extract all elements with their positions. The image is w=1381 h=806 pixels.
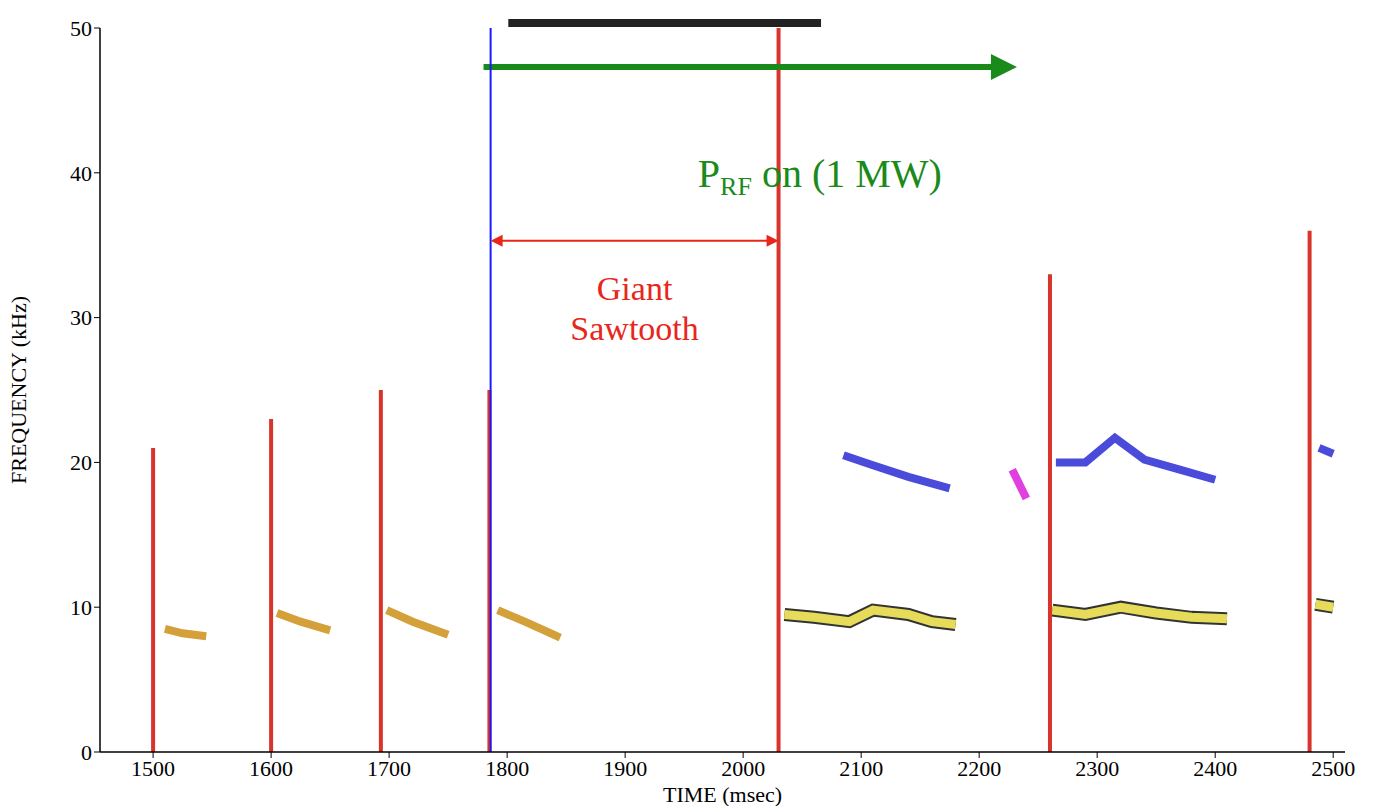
svg-text:GiantSawtooth: GiantSawtooth — [570, 270, 698, 347]
svg-text:2100: 2100 — [839, 756, 883, 781]
svg-text:TIME (msec): TIME (msec) — [663, 782, 782, 806]
svg-text:2000: 2000 — [721, 756, 765, 781]
svg-text:2400: 2400 — [1193, 756, 1237, 781]
svg-text:1500: 1500 — [131, 756, 175, 781]
svg-text:1700: 1700 — [367, 756, 411, 781]
svg-text:PRF on (1 MW): PRF on (1 MW) — [698, 151, 942, 201]
svg-text:2500: 2500 — [1311, 756, 1355, 781]
svg-text:50: 50 — [70, 16, 92, 41]
svg-text:2200: 2200 — [957, 756, 1001, 781]
svg-text:1600: 1600 — [249, 756, 293, 781]
svg-text:1900: 1900 — [603, 756, 647, 781]
svg-text:20: 20 — [70, 450, 92, 475]
svg-text:FREQUENCY (kHz): FREQUENCY (kHz) — [6, 296, 31, 484]
svg-text:10: 10 — [70, 595, 92, 620]
svg-text:30: 30 — [70, 305, 92, 330]
svg-text:40: 40 — [70, 161, 92, 186]
svg-text:1800: 1800 — [485, 756, 529, 781]
svg-text:2300: 2300 — [1075, 756, 1119, 781]
svg-text:0: 0 — [81, 740, 92, 765]
